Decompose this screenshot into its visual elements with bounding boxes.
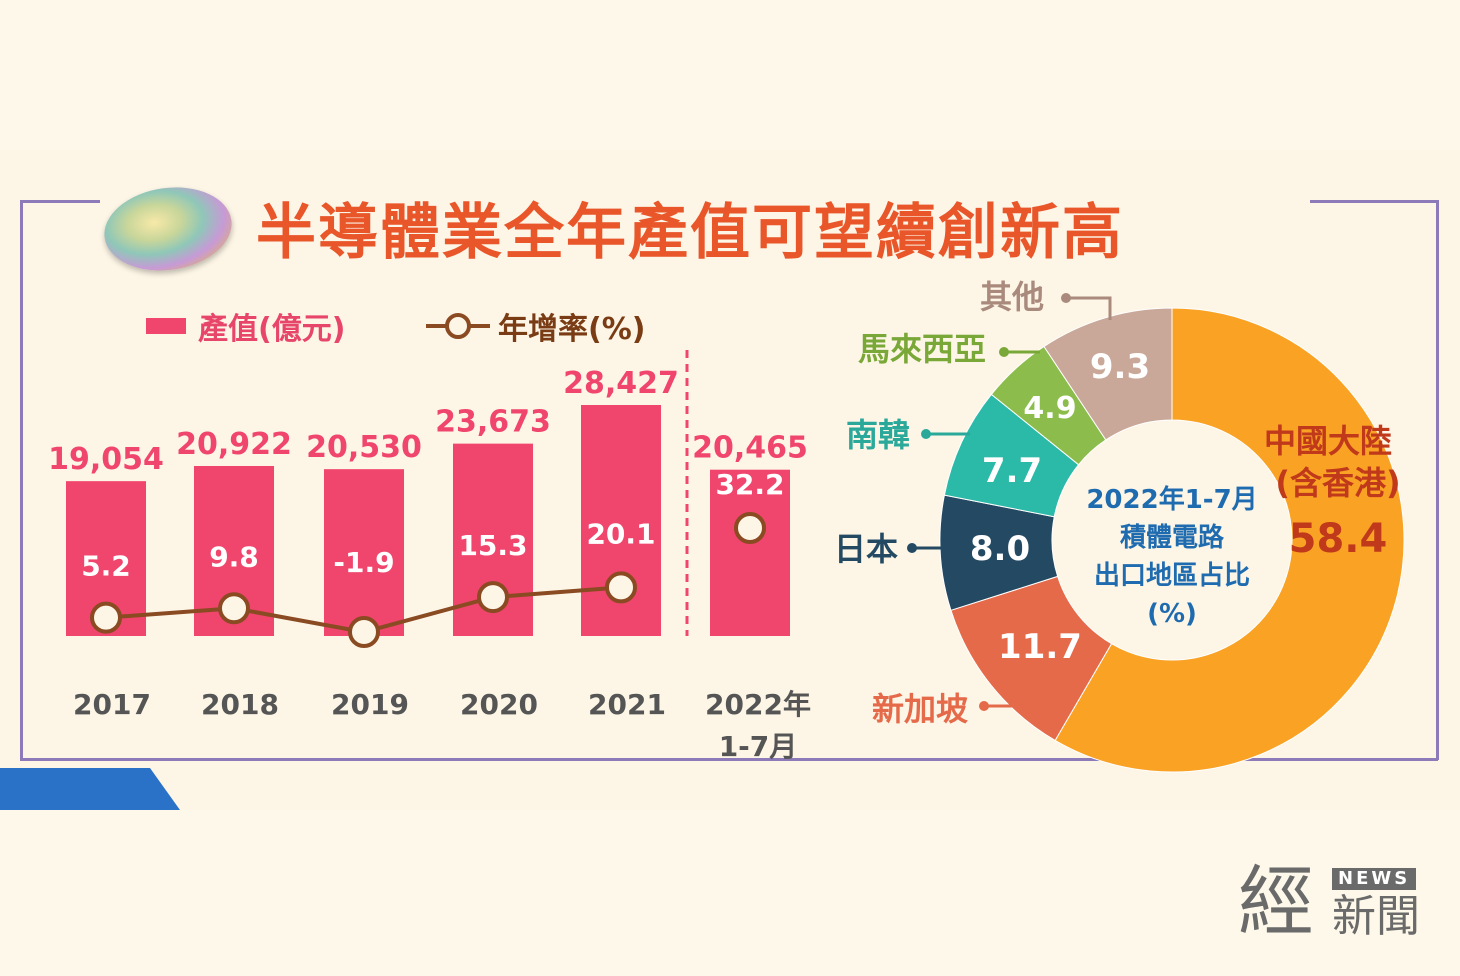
frame-left	[20, 200, 23, 760]
x-tick-1: 2018	[201, 688, 279, 721]
rate-point-1	[218, 592, 250, 625]
rate-label-1: 9.8	[209, 540, 259, 573]
frame-top-right	[1310, 200, 1438, 203]
legend-bar-swatch	[146, 318, 186, 334]
donut-value-4: 4.9	[1023, 391, 1076, 426]
donut-label-0: 中國大陸	[1264, 422, 1392, 460]
legend-bar: 產值(億元)	[146, 306, 346, 347]
frame-right	[1436, 200, 1439, 760]
donut-label-5: 其他	[980, 278, 1044, 316]
x-tick-2: 2019	[331, 688, 409, 721]
logo-char: 經	[1238, 857, 1314, 946]
bar-label-4: 28,427	[563, 366, 679, 401]
rate-label-3: 15.3	[458, 529, 527, 562]
donut-value-0: 58.4	[1289, 516, 1388, 562]
donut-center-text-2: 出口地區占比	[1094, 561, 1250, 591]
rate-label-2: -1.9	[333, 546, 394, 579]
bar-label-2: 20,530	[306, 430, 422, 465]
bar-label-0: 19,054	[48, 442, 164, 477]
rate-point-5	[734, 512, 766, 544]
x-tick-4: 2021	[588, 688, 666, 721]
rate-label-4: 20.1	[586, 517, 655, 550]
donut-center-text-1: 積體電路	[1120, 522, 1225, 553]
donut-slice-0	[1054, 307, 1405, 773]
legend-line: 年增率(%)	[426, 306, 646, 347]
legend-line-marker	[426, 313, 490, 339]
donut-value-2: 8.0	[970, 529, 1030, 569]
rate-point-2	[348, 616, 380, 649]
x-tick-3: 2020	[460, 688, 538, 721]
legend-line-label: 年增率(%)	[498, 312, 646, 347]
bar-5	[710, 469, 790, 636]
bar-label-3: 23,673	[435, 405, 551, 440]
frame-top-left	[20, 200, 100, 203]
donut-value-1: 11.7	[998, 627, 1082, 667]
x-tick-5-1: 1-7月	[719, 730, 798, 763]
donut-value-5: 9.3	[1090, 347, 1150, 387]
donut-center-text-3: (%)	[1147, 599, 1197, 629]
chart-title: 半導體業全年產值可望續創新高	[256, 198, 1124, 268]
bar-label-1: 20,922	[176, 427, 292, 462]
donut-value-3: 7.7	[982, 451, 1042, 491]
rate-point-4	[605, 571, 637, 604]
bar-label-5: 20,465	[692, 431, 808, 466]
x-tick-0: 2017	[73, 688, 151, 721]
decor-blue-bar	[0, 768, 180, 810]
legend-bar-label: 產值(億元)	[198, 312, 346, 347]
rate-point-0	[90, 601, 122, 634]
rate-point-3	[477, 581, 509, 614]
donut-center-text-0: 2022年1-7月	[1086, 484, 1257, 515]
donut-label-3: 南韓	[846, 416, 910, 454]
donut-label-4: 馬來西亞	[858, 330, 986, 368]
logo-name: 新聞	[1332, 891, 1420, 942]
donut-leader-line-5	[1066, 296, 1112, 320]
news-logo: 經 NEWS 新聞	[1238, 862, 1428, 946]
frame-bottom	[20, 758, 1438, 761]
donut-label-1: 新加坡	[872, 690, 968, 728]
donut-slice-5	[1043, 307, 1173, 441]
bar-2	[324, 469, 404, 636]
logo-news: NEWS	[1332, 868, 1417, 890]
rate-label-5: 32.2	[715, 468, 784, 501]
x-tick-5: 2022年	[705, 688, 811, 721]
rate-label-0: 5.2	[81, 550, 131, 583]
donut-label-2: 日本	[834, 530, 898, 568]
donut-label-0-line2: (含香港)	[1275, 464, 1400, 502]
